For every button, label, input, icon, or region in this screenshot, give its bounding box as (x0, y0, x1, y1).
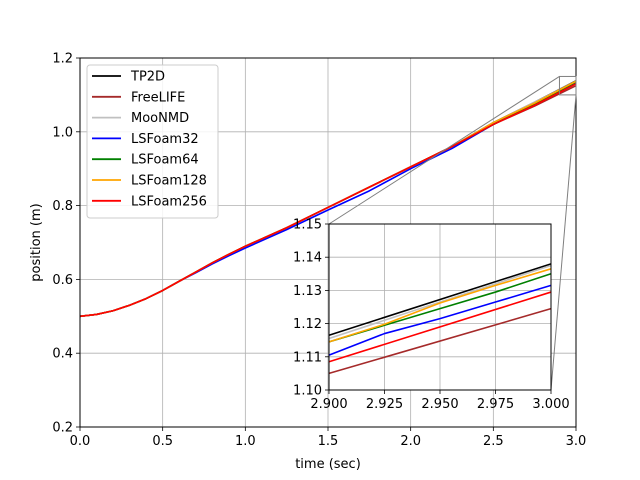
legend-label: LSFoam256 (131, 194, 207, 209)
main-x-tick-label: 1.0 (235, 434, 256, 449)
inset-y-tick-label: 1.11 (293, 350, 322, 365)
zoom-connector-line (328, 76, 560, 225)
inset-plot-panel: 2.900 2.925 2.950 2.975 3.000 1.10 1.11 1.12 1.1… (293, 218, 570, 413)
main-series-lsfoam256 (79, 83, 577, 318)
legend-label: LSFoam128 (131, 174, 207, 189)
x-axis-label: time (sec) (295, 457, 361, 472)
main-y-tick-label: 0.4 (52, 347, 73, 362)
main-series-group (79, 80, 577, 318)
inset-x-tick-label: 2.900 (310, 397, 347, 412)
main-x-tick-label: 1.5 (318, 434, 339, 449)
y-axis-label: position (m) (29, 203, 44, 281)
inset-y-tick-label: 1.15 (293, 218, 322, 233)
zoom-connector-line (550, 94, 577, 391)
inset-x-tick-label: 3.000 (532, 397, 569, 412)
zoom-region-box (558, 75, 577, 96)
legend: TP2D FreeLIFE MooNMD LSFoam32 LSFoam64 LSFoam… (86, 64, 219, 219)
main-y-tick-label: 0.2 (52, 421, 73, 436)
main-y-tick-label: 0.8 (52, 199, 73, 214)
inset-series-tp2d (328, 263, 552, 336)
inset-y-tick-label: 1.10 (293, 384, 322, 399)
legend-label: LSFoam32 (131, 132, 199, 147)
main-x-tick-label: 2.5 (483, 434, 504, 449)
inset-x-tick-label: 2.925 (366, 397, 403, 412)
main-x-tick-label: 0.0 (70, 434, 91, 449)
main-x-tick-label: 2.0 (400, 434, 421, 449)
legend-label: MooNMD (131, 111, 189, 126)
inset-y-tick-label: 1.14 (293, 251, 322, 266)
inset-y-tick-label: 1.13 (293, 284, 322, 299)
inset-series-lsfoam128 (328, 268, 552, 343)
inset-y-tick-label: 1.12 (293, 317, 322, 332)
main-y-tick-label: 0.6 (52, 273, 73, 288)
inset-series-freelife (328, 307, 552, 375)
legend-label: FreeLIFE (131, 90, 185, 105)
main-y-tick-label: 1.0 (52, 125, 73, 140)
zoom-indicator (328, 75, 577, 391)
inset-x-tick-label: 2.950 (421, 397, 458, 412)
main-x-tick-label: 0.5 (152, 434, 173, 449)
inset-x-tick-label: 2.975 (477, 397, 514, 412)
inset-series-lsfoam32 (328, 284, 552, 356)
legend-label: LSFoam64 (131, 153, 199, 168)
legend-label: TP2D (130, 70, 165, 85)
inset-series-moonmd (328, 264, 552, 340)
main-y-tick-label: 1.2 (52, 52, 73, 67)
main-x-tick-label: 3.0 (566, 434, 587, 449)
main-ticks: 0.0 0.5 1.0 1.5 2.0 2.5 3.0 0.2 0.4 0.6 0.8 1.0 1.2 (52, 52, 586, 450)
inset-series-group (328, 263, 552, 375)
inset-series-lsfoam256 (328, 291, 552, 363)
inset-ticks: 2.900 2.925 2.950 2.975 3.000 1.10 1.11 1.12 1.1… (293, 218, 570, 413)
